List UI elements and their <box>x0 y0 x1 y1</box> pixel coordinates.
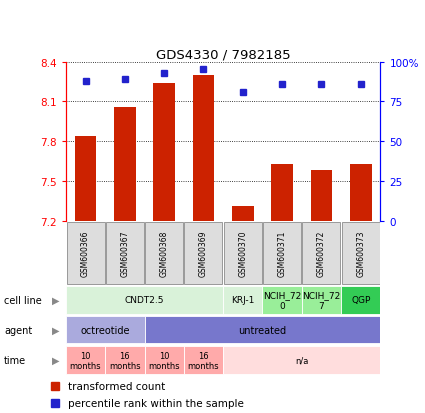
Bar <box>66 223 105 284</box>
Text: octreotide: octreotide <box>80 325 130 335</box>
Text: 10
months: 10 months <box>148 351 180 370</box>
Text: GSM600366: GSM600366 <box>81 230 90 277</box>
Text: time: time <box>4 355 26 366</box>
Text: 10
months: 10 months <box>70 351 101 370</box>
Text: GSM600368: GSM600368 <box>160 230 169 277</box>
Text: GSM600369: GSM600369 <box>199 230 208 277</box>
Bar <box>350 164 371 221</box>
Text: ▶: ▶ <box>51 295 59 305</box>
Bar <box>105 346 144 375</box>
Bar <box>66 346 105 375</box>
Bar <box>106 223 144 284</box>
Bar <box>271 164 293 221</box>
Text: ▶: ▶ <box>51 325 59 335</box>
Bar <box>66 287 223 314</box>
Bar <box>153 83 175 221</box>
Text: agent: agent <box>4 325 32 335</box>
Text: GSM600372: GSM600372 <box>317 230 326 277</box>
Bar <box>114 107 136 221</box>
Title: GDS4330 / 7982185: GDS4330 / 7982185 <box>156 48 290 61</box>
Bar <box>342 223 380 284</box>
Text: GSM600371: GSM600371 <box>278 230 286 277</box>
Text: KRJ-1: KRJ-1 <box>231 296 255 305</box>
Bar <box>144 316 380 344</box>
Text: NCIH_72
0: NCIH_72 0 <box>263 291 301 310</box>
Bar <box>302 223 340 284</box>
Bar <box>223 346 380 375</box>
Text: QGP: QGP <box>351 296 371 305</box>
Bar <box>75 137 96 221</box>
Text: untreated: untreated <box>238 325 286 335</box>
Text: transformed count: transformed count <box>68 381 165 391</box>
Bar <box>184 223 223 284</box>
Bar <box>144 346 184 375</box>
Bar <box>223 287 262 314</box>
Bar <box>341 287 380 314</box>
Text: n/a: n/a <box>295 356 309 365</box>
Bar <box>193 76 214 221</box>
Text: GSM600373: GSM600373 <box>356 230 365 277</box>
Bar <box>66 316 144 344</box>
Bar <box>311 171 332 221</box>
Text: 16
months: 16 months <box>188 351 219 370</box>
Bar <box>263 223 301 284</box>
Bar <box>232 207 254 221</box>
Bar <box>145 223 183 284</box>
Bar <box>184 346 223 375</box>
Text: ▶: ▶ <box>51 355 59 366</box>
Bar <box>224 223 262 284</box>
Text: GSM600367: GSM600367 <box>120 230 129 277</box>
Text: NCIH_72
7: NCIH_72 7 <box>302 291 340 310</box>
Text: percentile rank within the sample: percentile rank within the sample <box>68 398 244 408</box>
Text: GSM600370: GSM600370 <box>238 230 247 277</box>
Text: CNDT2.5: CNDT2.5 <box>125 296 164 305</box>
Text: 16
months: 16 months <box>109 351 141 370</box>
Text: cell line: cell line <box>4 295 42 305</box>
Bar <box>262 287 302 314</box>
Bar <box>302 287 341 314</box>
